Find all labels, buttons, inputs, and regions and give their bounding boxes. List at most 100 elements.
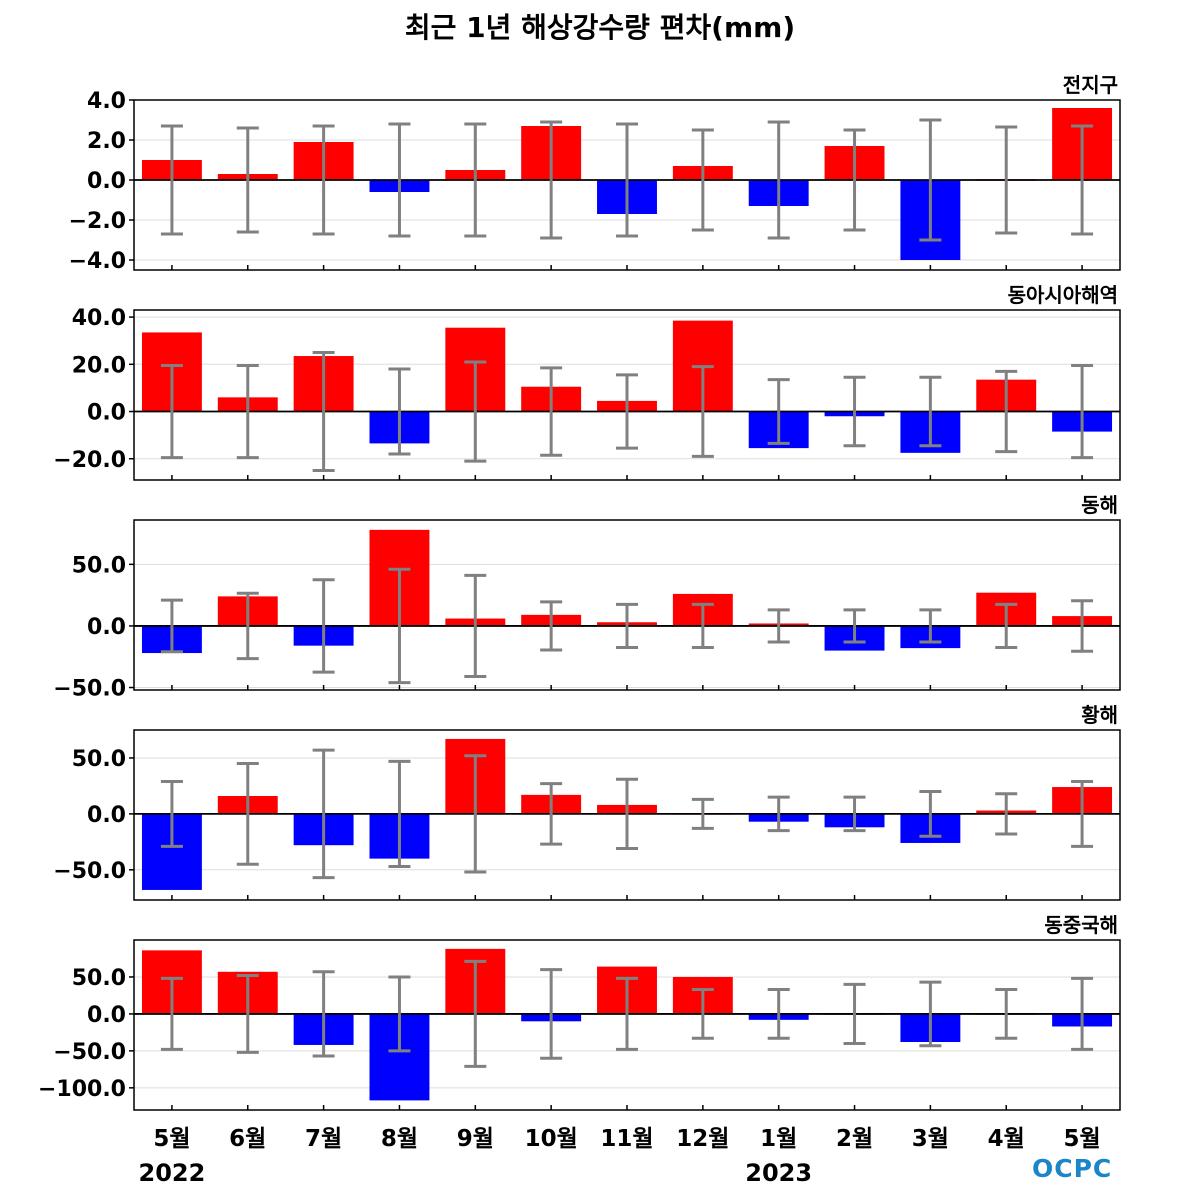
errorbar-1-3 (388, 367, 411, 456)
x-tick-label: 1월 (760, 1126, 797, 1152)
panel-frame (133, 99, 1121, 271)
year-label: 2023 (745, 1159, 812, 1187)
y-tick-label: 40.0 (72, 306, 126, 331)
errorbar-2-4 (464, 573, 487, 678)
y-tick-label: 20.0 (72, 353, 126, 378)
errorbar-4-6 (616, 976, 638, 1051)
x-tick-label: 11월 (600, 1126, 653, 1152)
errorbar-3-5 (540, 782, 563, 846)
x-tick-label: 3월 (912, 1126, 949, 1152)
errorbar-4-11 (995, 988, 1018, 1040)
panel-1: 40.0 20.0 0.0 −20.0 동아시아해역 (53, 283, 1121, 481)
y-tick-label: 50.0 (72, 966, 126, 991)
y-tick-label: −50.0 (53, 677, 126, 702)
y-tick-label: 2.0 (87, 129, 126, 154)
errorbar-2-8 (767, 608, 790, 644)
errorbar-2-3 (388, 567, 411, 685)
errorbar-1-7 (691, 365, 714, 458)
errorbar-3-2 (312, 748, 335, 880)
errorbar-4-10 (919, 980, 942, 1048)
errorbar-0-2 (312, 124, 335, 236)
errorbar-3-1 (236, 762, 259, 866)
panel-title: 전지구 (1063, 73, 1118, 97)
y-tick-label: −2.0 (69, 209, 126, 234)
errorbar-2-12 (1071, 599, 1094, 653)
errorbar-4-3 (388, 975, 411, 1053)
y-tick-label: 50.0 (72, 553, 126, 578)
errorbar-2-5 (540, 600, 563, 652)
errorbar-4-9 (843, 982, 866, 1045)
x-tick-label: 5월 (1063, 1126, 1100, 1152)
errorbar-1-0 (160, 363, 183, 460)
chart-title: 최근 1년 해상강수량 편차(mm) (404, 11, 796, 44)
panel-frame (133, 939, 1121, 1111)
errorbar-0-3 (388, 122, 411, 238)
errorbar-0-6 (616, 122, 638, 238)
panel-0: 4.0 2.0 0.0 −2.0 −4.0 전지구 (69, 73, 1121, 274)
errorbar-2-1 (236, 591, 259, 661)
errorbar-4-5 (540, 968, 563, 1060)
panel-title: 동아시아해역 (1008, 283, 1118, 307)
errorbar-4-8 (767, 988, 790, 1040)
errorbar-0-4 (464, 122, 487, 238)
panel-3: 50.0 0.0 −50.0 황해 (53, 703, 1121, 901)
y-tick-label: 0.0 (87, 401, 126, 426)
y-tick-label: 0.0 (87, 803, 126, 828)
errorbar-4-0 (160, 976, 183, 1051)
x-tick-label: 9월 (457, 1126, 494, 1152)
errorbar-1-10 (919, 375, 942, 448)
errorbar-1-4 (464, 360, 487, 463)
errorbar-1-9 (843, 375, 866, 448)
errorbar-2-11 (995, 602, 1018, 649)
errorbar-4-4 (464, 959, 487, 1068)
errorbar-2-10 (919, 608, 942, 644)
errorbar-1-6 (616, 373, 638, 450)
errorbar-1-12 (1071, 363, 1094, 460)
y-tick-label: 0.0 (87, 1003, 126, 1028)
x-tick-label: 2월 (836, 1126, 873, 1152)
x-tick-label: 4월 (988, 1126, 1025, 1152)
errorbar-0-9 (843, 128, 866, 232)
errorbar-4-7 (691, 988, 714, 1040)
y-tick-label: −50.0 (53, 859, 126, 884)
y-tick-label: −50.0 (53, 1040, 126, 1065)
errorbar-0-11 (995, 125, 1018, 235)
panel-frame (133, 729, 1121, 901)
errorbar-1-2 (312, 351, 335, 473)
errorbar-4-12 (1071, 976, 1094, 1051)
errorbar-3-10 (919, 790, 942, 838)
panel-frame (133, 519, 1121, 691)
errorbar-0-12 (1071, 124, 1094, 236)
errorbar-4-2 (312, 970, 335, 1058)
x-tick-label: 8월 (381, 1126, 418, 1152)
x-tick-label: 7월 (305, 1126, 342, 1152)
y-tick-label: −4.0 (69, 249, 126, 274)
errorbar-0-7 (691, 128, 714, 232)
errorbar-0-10 (919, 118, 942, 242)
errorbar-3-7 (691, 797, 714, 830)
panel-title: 황해 (1081, 703, 1118, 727)
y-tick-label: 50.0 (72, 747, 126, 772)
x-tick-label: 10월 (525, 1126, 578, 1152)
year-label: 2022 (139, 1159, 206, 1187)
x-tick-label: 6월 (229, 1126, 266, 1152)
errorbar-2-7 (691, 602, 714, 649)
panel-2: 50.0 0.0 −50.0 동해 (53, 493, 1121, 702)
panel-title: 동중국해 (1044, 913, 1118, 937)
errorbar-0-1 (236, 126, 259, 234)
y-tick-label: −20.0 (53, 448, 126, 473)
errorbar-0-8 (767, 120, 790, 240)
x-tick-label: 5월 (153, 1126, 190, 1152)
errorbar-0-0 (160, 124, 183, 236)
x-tick-label: 12월 (676, 1126, 729, 1152)
y-tick-label: −100.0 (38, 1077, 126, 1102)
errorbar-3-12 (1071, 779, 1094, 848)
errorbar-3-6 (616, 777, 638, 851)
errorbar-1-1 (236, 363, 259, 460)
panel-title: 동해 (1081, 493, 1118, 517)
errorbar-3-4 (464, 754, 487, 874)
errorbar-3-8 (767, 795, 790, 833)
errorbar-3-0 (160, 779, 183, 848)
y-tick-label: 4.0 (87, 89, 126, 114)
